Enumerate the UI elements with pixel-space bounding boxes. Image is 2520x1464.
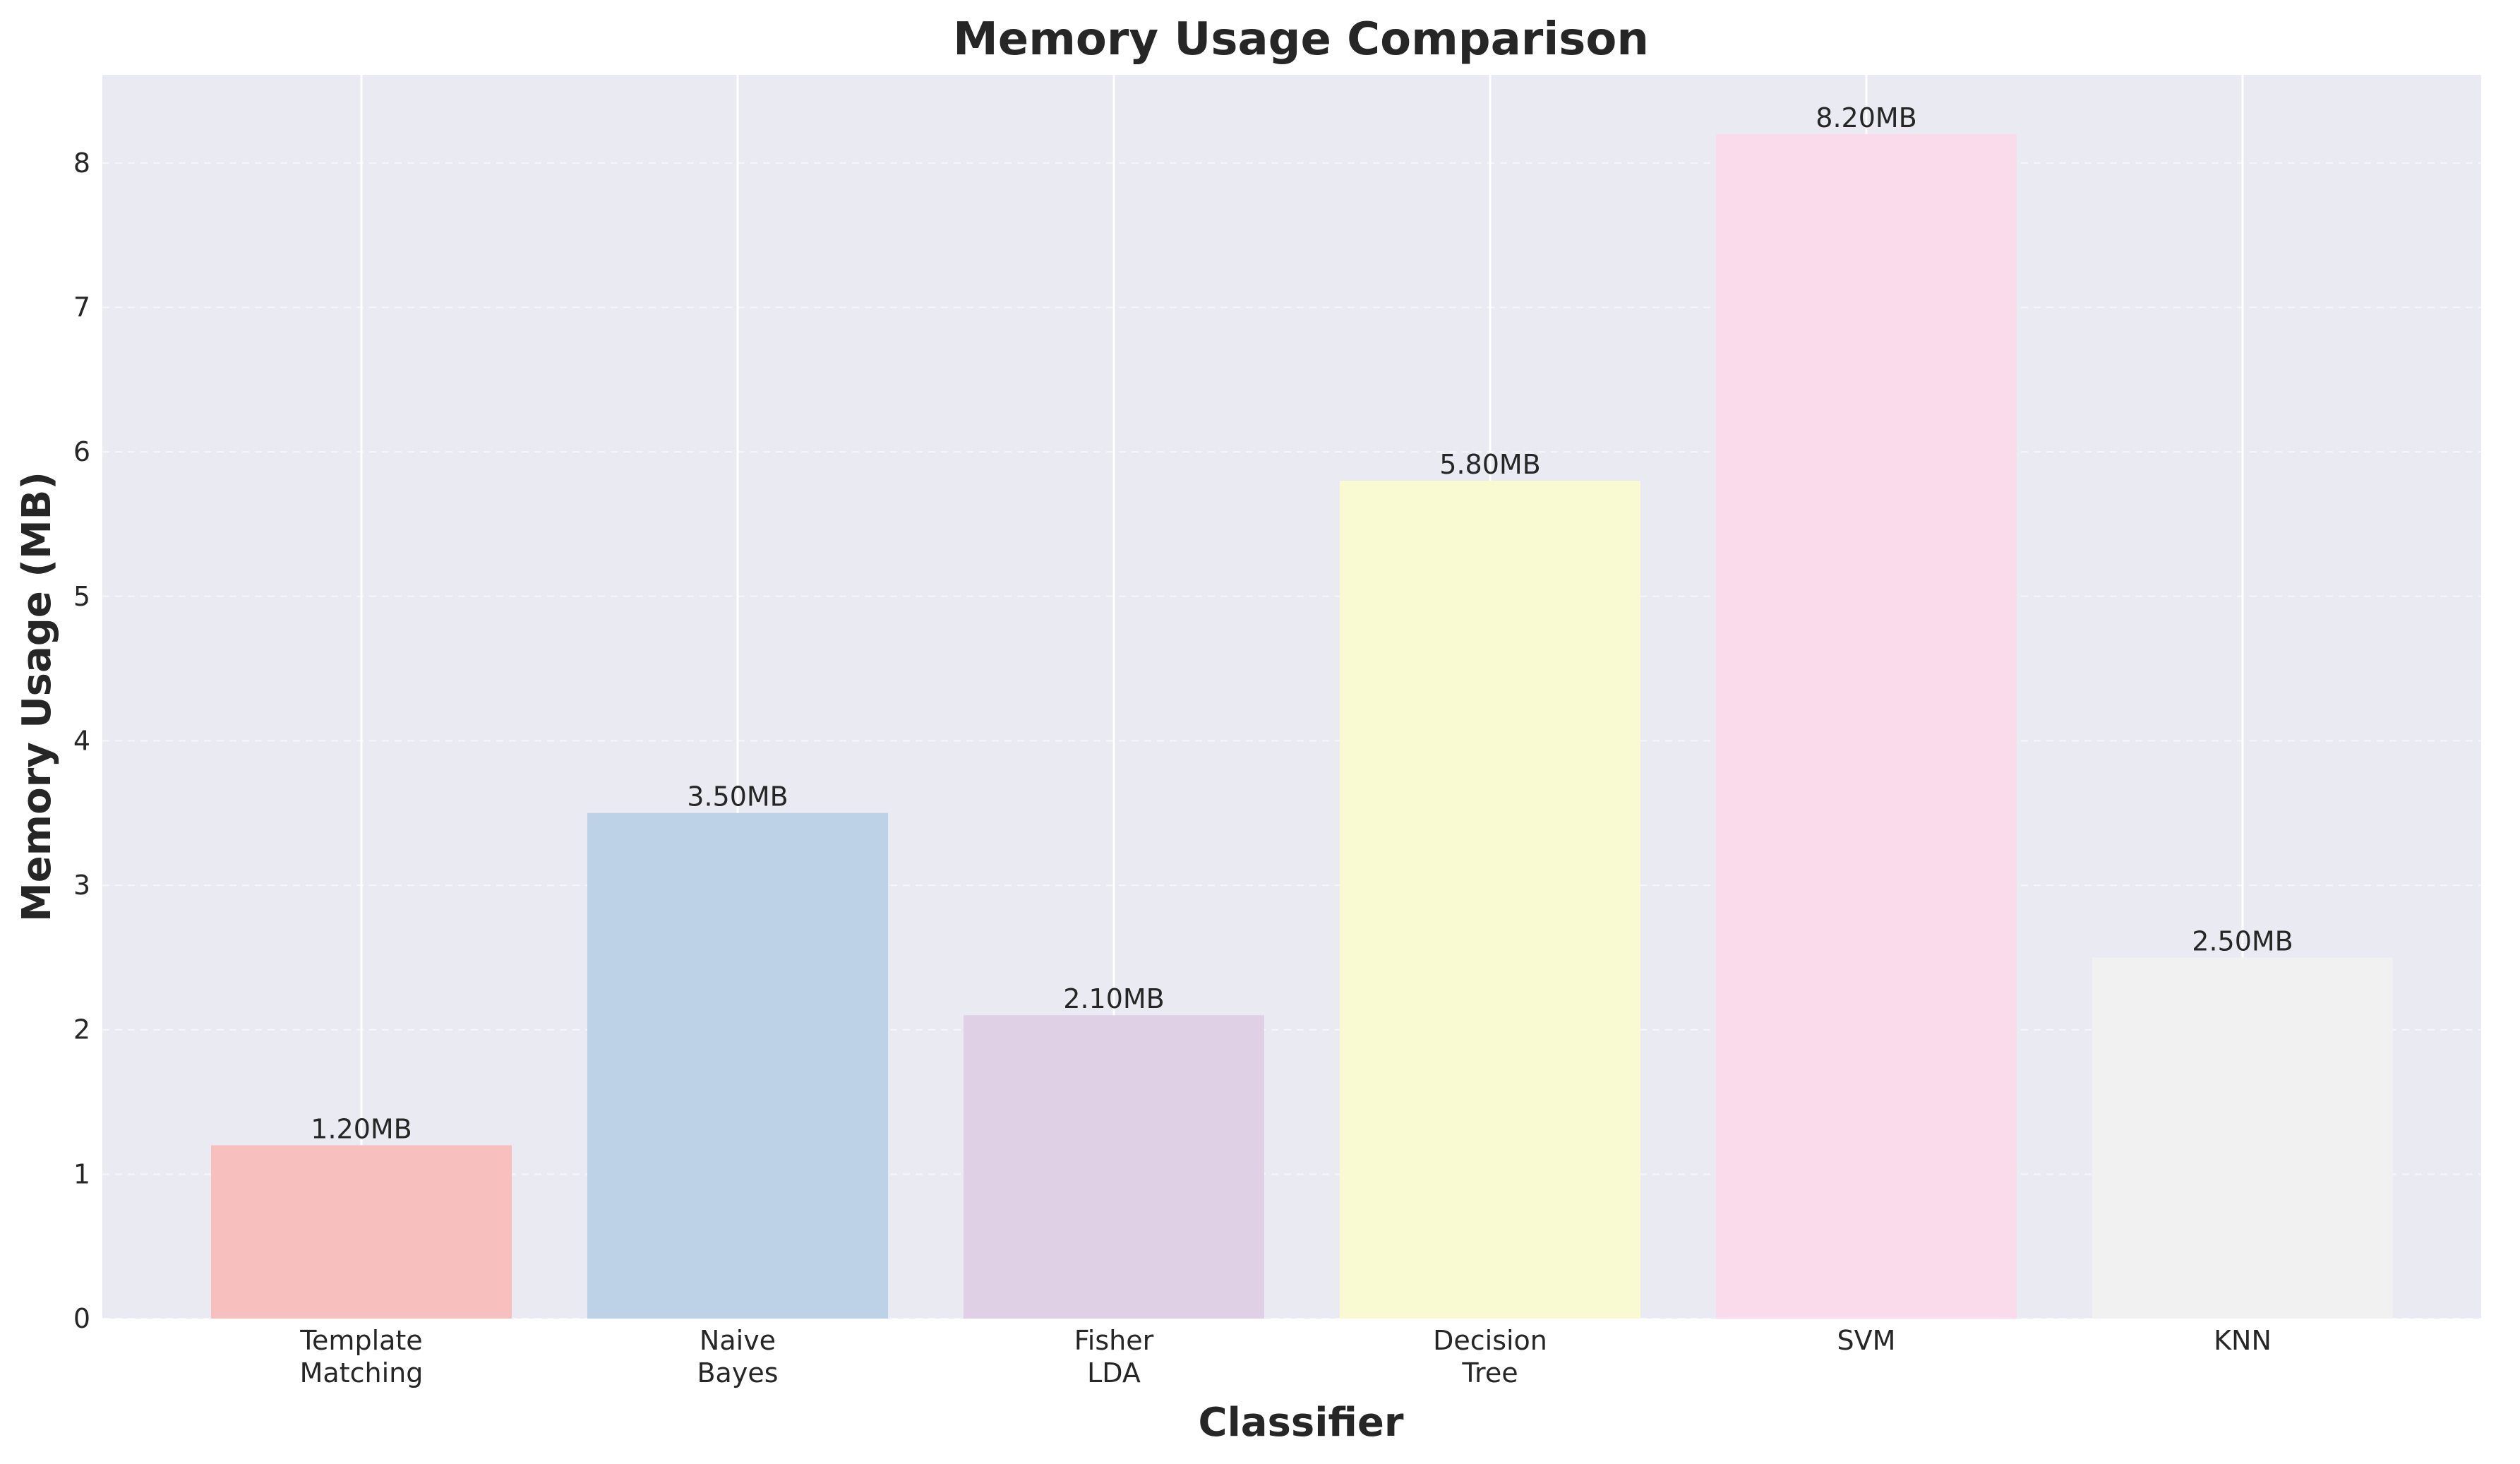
bar bbox=[587, 812, 888, 1319]
plot-area bbox=[102, 75, 2481, 1319]
data-labels: 1.20MB 3.50MB 2.10MB 5.80MB 8.20MB 2.50MB bbox=[311, 102, 2293, 1145]
y-tick-label: 3 bbox=[73, 870, 90, 901]
bar-value-label: 2.50MB bbox=[2192, 925, 2293, 956]
x-tick-label: Fisher LDA bbox=[1074, 1325, 1154, 1388]
x-tick-label: KNN bbox=[2214, 1325, 2272, 1356]
x-tick-label: Decision Tree bbox=[1433, 1325, 1547, 1388]
y-tick-label: 8 bbox=[73, 148, 90, 179]
y-tick-label: 2 bbox=[73, 1014, 90, 1045]
y-tick-label: 4 bbox=[73, 725, 90, 756]
bar-value-label: 8.20MB bbox=[1816, 102, 1916, 133]
bar-value-label: 5.80MB bbox=[1439, 449, 1540, 480]
y-tick-label: 7 bbox=[73, 292, 90, 323]
bar bbox=[964, 1015, 1264, 1319]
chart-title: Memory Usage Comparison bbox=[953, 13, 1649, 66]
x-tick-label: SVM bbox=[1837, 1325, 1896, 1356]
bar bbox=[2092, 957, 2393, 1319]
x-tick-label: Naive Bayes bbox=[697, 1325, 778, 1388]
y-tick-label: 5 bbox=[73, 581, 90, 612]
y-tick-label: 0 bbox=[73, 1303, 90, 1334]
bars bbox=[211, 133, 2393, 1319]
x-axis-label: Classifier bbox=[1198, 1400, 1403, 1446]
bar bbox=[1716, 133, 2017, 1319]
bar-value-label: 1.20MB bbox=[311, 1113, 412, 1144]
bar-value-label: 3.50MB bbox=[687, 781, 788, 812]
y-tick-label: 1 bbox=[73, 1158, 90, 1189]
bar bbox=[211, 1145, 512, 1319]
y-ticks: 0 1 2 3 4 5 6 7 8 bbox=[73, 148, 90, 1334]
bar-value-label: 2.10MB bbox=[1063, 983, 1164, 1014]
x-ticks: Template Matching Naive Bayes Fisher LDA Decis… bbox=[299, 1325, 2272, 1388]
y-axis-label: Memory Usage (MB) bbox=[14, 472, 60, 922]
y-tick-label: 6 bbox=[73, 436, 90, 467]
bar bbox=[1340, 481, 1640, 1319]
x-tick-label: Template Matching bbox=[299, 1325, 423, 1388]
